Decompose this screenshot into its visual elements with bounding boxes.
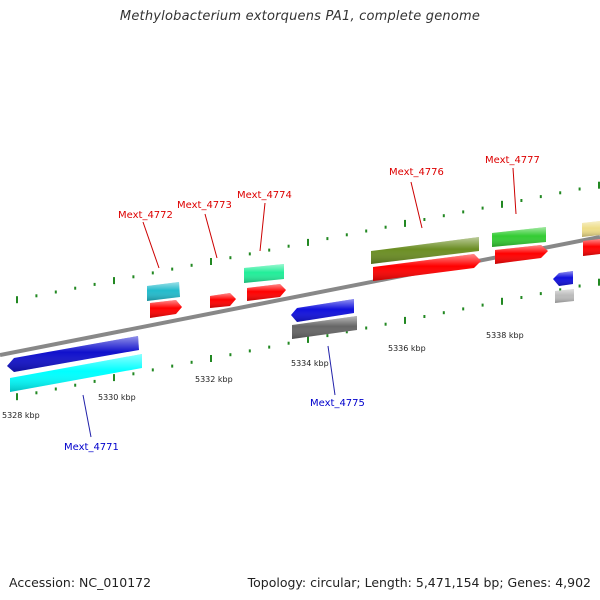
feature-track-upper bbox=[147, 221, 600, 301]
tick-labels: 5328 kbp 5330 kbp 5332 kbp 5334 kbp 5336… bbox=[2, 331, 524, 420]
feature-track-reverse bbox=[7, 271, 574, 392]
leader-4771 bbox=[82, 394, 92, 438]
leader-4773 bbox=[204, 213, 218, 259]
genome-title: Methylobacterium extorquens PA1, complet… bbox=[119, 9, 481, 24]
gene-label-4776[interactable]: Mext_4776 bbox=[389, 167, 444, 178]
tick-label-5328: 5328 kbp bbox=[2, 411, 40, 420]
gene-label-4772[interactable]: Mext_4772 bbox=[118, 210, 173, 221]
tick-label-5330: 5330 kbp bbox=[98, 393, 136, 402]
feature-track-forward bbox=[150, 239, 600, 318]
tick-track-upper bbox=[16, 181, 600, 304]
gene-label-4777[interactable]: Mext_4777 bbox=[485, 155, 540, 166]
tick-label-5332: 5332 kbp bbox=[195, 375, 233, 384]
leader-4772 bbox=[142, 221, 160, 269]
gene-label-4775[interactable]: Mext_4775 bbox=[310, 398, 365, 409]
leader-4775 bbox=[327, 345, 336, 396]
gene-label-4773[interactable]: Mext_4773 bbox=[177, 200, 232, 211]
leader-4777 bbox=[512, 167, 517, 215]
gene-label-4771[interactable]: Mext_4771 bbox=[64, 442, 119, 453]
tick-label-5338: 5338 kbp bbox=[486, 331, 524, 340]
accession-text: Accession: NC_010172 bbox=[9, 575, 152, 590]
tick-label-5336: 5336 kbp bbox=[388, 344, 426, 353]
genome-summary-text: Topology: circular; Length: 5,471,154 bp… bbox=[247, 575, 591, 590]
tick-track-lower bbox=[16, 278, 600, 401]
tick-label-5334: 5334 kbp bbox=[291, 359, 329, 368]
gene-label-4774[interactable]: Mext_4774 bbox=[237, 190, 292, 201]
leader-4776 bbox=[410, 181, 423, 229]
leader-4774 bbox=[259, 202, 266, 252]
gene-labels: Mext_4771 Mext_4772 Mext_4773 Mext_4774 … bbox=[64, 155, 540, 453]
gene-label-leaders bbox=[82, 167, 517, 438]
